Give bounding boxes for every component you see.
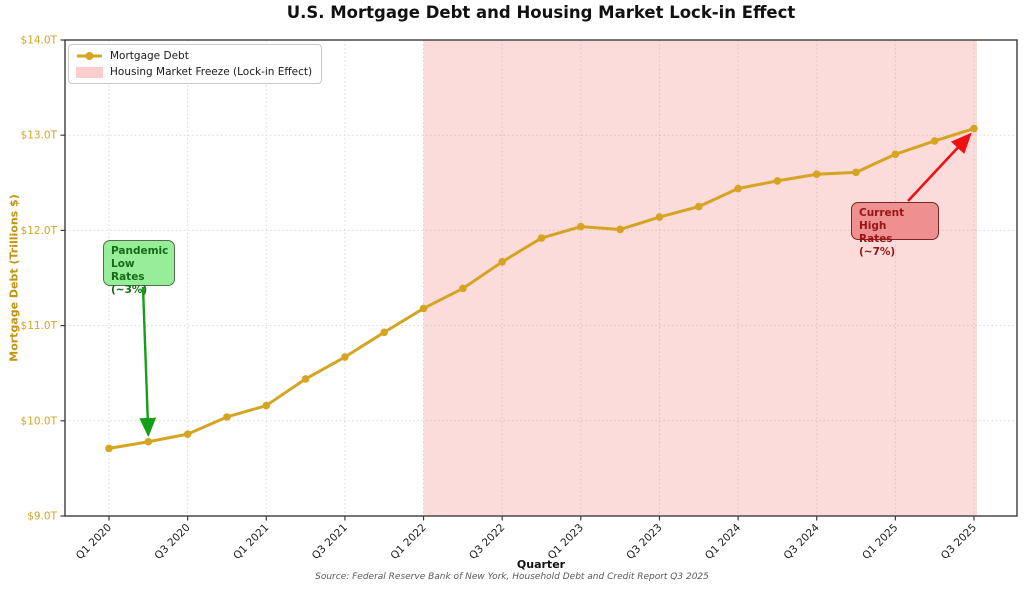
data-point-marker — [223, 413, 231, 421]
x-tick-label: Q3 2024 — [782, 521, 823, 562]
data-point-marker — [655, 213, 664, 221]
data-point-marker — [812, 170, 821, 179]
x-tick-label: Q1 2023 — [546, 522, 586, 562]
data-point-marker — [144, 437, 153, 446]
data-point-marker — [459, 284, 467, 293]
data-point-marker — [537, 234, 546, 242]
data-point-marker — [419, 304, 428, 313]
x-tick-label: Q1 2022 — [388, 522, 428, 562]
data-point-marker — [773, 177, 782, 185]
data-point-marker — [616, 225, 624, 234]
current-arrow — [907, 132, 972, 202]
y-tick-label: $12.0T — [21, 225, 58, 237]
x-tick-label: Q3 2020 — [152, 522, 192, 562]
legend: Mortgage Debt Housing Market Freeze (Loc… — [68, 44, 323, 84]
pandemic-annotation: Pandemic Low Rates (~3%) — [103, 240, 175, 296]
data-point-marker — [183, 430, 192, 438]
x-axis-title: Quarter — [516, 558, 566, 571]
axis-spines — [64, 39, 1018, 517]
source-note: Source: Federal Reserve Bank of New York… — [315, 572, 709, 582]
x-tick-label: Q1 2025 — [860, 522, 900, 562]
y-tick-label: $11.0T — [21, 320, 58, 332]
data-point-marker — [694, 202, 703, 211]
data-point-marker — [301, 375, 310, 383]
data-point-marker — [734, 184, 742, 193]
freeze-span — [423, 40, 978, 516]
x-tick-label: Q1 2024 — [703, 521, 744, 562]
y-tick-label: $10.0T — [21, 415, 58, 427]
y-tick-label: $14.0T — [21, 35, 58, 47]
x-tick-label: Q3 2021 — [310, 522, 350, 562]
data-point-marker — [577, 222, 585, 231]
data-point-marker — [852, 168, 860, 177]
y-tick-label: $13.0T — [21, 130, 58, 142]
x-tick-label: Q1 2020 — [74, 522, 114, 562]
legend-label: Mortgage Debt — [110, 50, 189, 62]
y-axis-title: Mortgage Debt (Trillions $) — [7, 194, 21, 362]
data-point-marker — [262, 401, 271, 410]
data-point-marker — [930, 137, 939, 145]
data-point-marker — [891, 150, 900, 159]
legend-item-line: Mortgage Debt — [76, 50, 312, 62]
data-point-marker — [970, 124, 978, 133]
data-point-marker — [380, 328, 389, 337]
pandemic-arrow — [139, 286, 157, 438]
current-annotation: Current High Rates (~7%) — [851, 202, 939, 258]
data-point-marker — [498, 258, 506, 266]
x-tick-label: Q3 2025 — [939, 522, 979, 562]
data-point-marker — [105, 444, 113, 453]
y-tick-label: $9.0T — [27, 511, 57, 523]
freeze-swatch-icon — [76, 66, 103, 78]
x-tick-label: Q1 2021 — [231, 522, 271, 562]
x-tick-label: Q3 2023 — [624, 522, 664, 562]
line-swatch-icon — [77, 52, 102, 60]
data-point-marker — [341, 353, 349, 361]
chart-title: U.S. Mortgage Debt and Housing Market Lo… — [286, 3, 796, 22]
x-tick-label: Q3 2022 — [467, 522, 507, 562]
legend-item-freeze: Housing Market Freeze (Lock-in Effect) — [76, 66, 312, 78]
legend-label: Housing Market Freeze (Lock-in Effect) — [110, 66, 313, 78]
